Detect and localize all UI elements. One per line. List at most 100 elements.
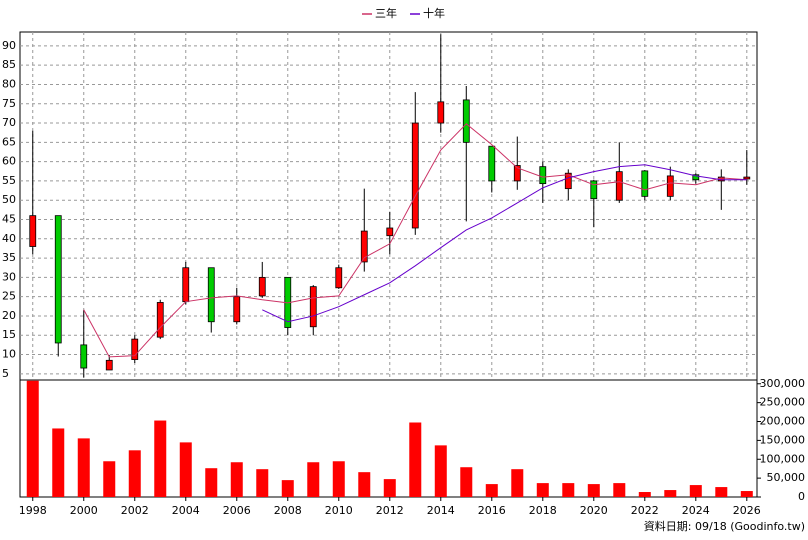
y-tick-label: 60 [2, 155, 16, 168]
candle-body [335, 267, 343, 289]
volume-bar [740, 491, 753, 497]
annotation: 資料日期: 09/18 (Goodinfo.tw) [644, 519, 805, 533]
candle-body [258, 276, 266, 297]
candle-body [80, 344, 88, 369]
x-tick-label: 2008 [274, 504, 302, 517]
volume-bar [485, 484, 498, 497]
candle-body [360, 230, 368, 263]
volume-bar [689, 485, 702, 497]
candle-body [29, 215, 37, 247]
y-tick-label: 80 [2, 77, 16, 90]
x-tick-label: 2004 [172, 504, 200, 517]
candle-body [666, 175, 674, 197]
x-tick-label: 2010 [325, 504, 353, 517]
y-tick-label: 10 [2, 348, 16, 361]
y-tick-label: 65 [2, 135, 16, 148]
x-tick-label: 2000 [70, 504, 98, 517]
volume-bar [307, 462, 320, 497]
volume-bar [638, 492, 651, 497]
y-tick-label: 85 [2, 58, 16, 71]
volume-bar [434, 445, 447, 497]
candle-body [743, 176, 751, 180]
y2-tick-label: 0 [798, 490, 805, 503]
volume-bar [128, 450, 141, 497]
volume-bar [332, 461, 345, 497]
volume-bar [230, 462, 243, 497]
volume-bar [511, 469, 524, 497]
x-tick-label: 2014 [427, 504, 455, 517]
volume-bar [613, 483, 626, 497]
y-tick-label: 70 [2, 116, 16, 129]
y-tick-label: 45 [2, 213, 16, 226]
volume-bar [358, 472, 371, 497]
volume-bar [409, 422, 422, 497]
y-tick-label: 55 [2, 174, 16, 187]
y2-tick-label: 250,000 [760, 396, 806, 409]
y-tick-label: 40 [2, 232, 16, 245]
x-tick-label: 2006 [223, 504, 251, 517]
price-panel [19, 31, 758, 381]
y-tick-label: 30 [2, 270, 16, 283]
volume-bar [26, 380, 39, 497]
candle-body [692, 174, 700, 181]
y2-tick-label: 100,000 [760, 452, 806, 465]
x-tick-label: 2024 [682, 504, 710, 517]
ma-line [83, 123, 747, 358]
y2-tick-label: 200,000 [760, 415, 806, 428]
volume-bar [536, 483, 549, 497]
legend-label: 三年 [375, 6, 397, 20]
y-tick-label: 35 [2, 251, 16, 264]
volume-bar [460, 467, 473, 497]
x-tick-label: 1998 [19, 504, 47, 517]
y-tick-label: 90 [2, 39, 16, 52]
candle-body [156, 302, 164, 338]
x-tick-label: 2012 [376, 504, 404, 517]
candle-body [233, 296, 241, 323]
volume-bar [154, 420, 167, 497]
candle-body [641, 170, 649, 197]
volume-bar [256, 469, 269, 497]
x-tick-label: 2020 [580, 504, 608, 517]
candle-body [182, 267, 190, 303]
x-tick-label: 2022 [631, 504, 659, 517]
y-tick-label: 15 [2, 328, 16, 341]
candle-body [488, 145, 496, 182]
volume-bar [205, 468, 218, 497]
volume-bar [562, 483, 575, 497]
candle-body [437, 101, 445, 124]
volume-bar [77, 438, 90, 497]
y-tick-label: 50 [2, 193, 16, 206]
candle-body [513, 165, 521, 182]
candle-body [539, 166, 547, 185]
candle-body [564, 172, 572, 190]
volume-bar [52, 428, 65, 497]
volume-bar [587, 484, 600, 497]
x-tick-label: 2026 [733, 504, 761, 517]
candle-body [411, 122, 419, 229]
x-tick-label: 2002 [121, 504, 149, 517]
y-tick-label: 25 [2, 290, 16, 303]
candle-body [54, 215, 62, 344]
volume-bar [664, 490, 677, 497]
volume-bar [179, 442, 192, 497]
candle-body [615, 171, 623, 201]
y-tick-label: 20 [2, 309, 16, 322]
candle-body [131, 338, 139, 360]
legend-label: 十年 [423, 6, 445, 20]
y-tick-label: 75 [2, 97, 16, 110]
candle-body [309, 286, 317, 328]
volume-panel [19, 379, 758, 498]
volume-bar [715, 487, 728, 497]
volume-bar [103, 461, 116, 497]
y-tick-label: 5 [2, 367, 9, 380]
y2-tick-label: 300,000 [760, 377, 806, 390]
x-tick-label: 2018 [529, 504, 557, 517]
volume-bar [383, 479, 396, 497]
candle-body [207, 267, 215, 323]
x-tick-label: 2016 [478, 504, 506, 517]
candle-body [462, 99, 470, 143]
ma-line [262, 164, 747, 323]
candle-body [386, 227, 394, 237]
candle-body [590, 180, 598, 200]
